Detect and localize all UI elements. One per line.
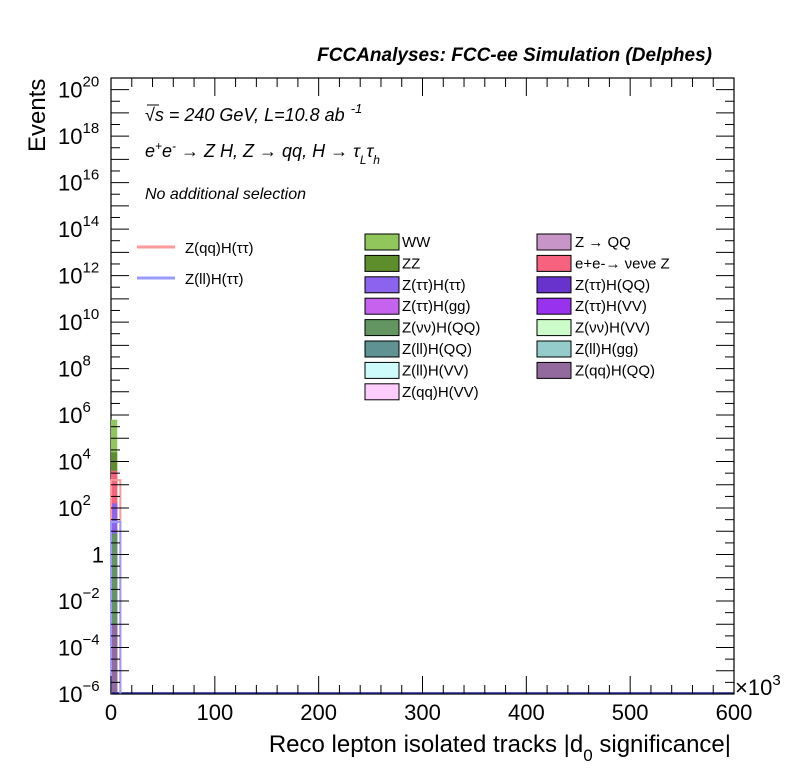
legend-label: Z(ll)H(VV) bbox=[402, 362, 469, 379]
y-tick-label: 10−4 bbox=[58, 632, 100, 661]
y-tick-label: 1016 bbox=[58, 167, 99, 196]
legend-line-label: Z(qq)H(ττ) bbox=[185, 240, 254, 257]
legend-swatch bbox=[536, 297, 572, 315]
legend-label: Z(ττ)H(ττ) bbox=[402, 277, 466, 294]
legend-label: Z(ll)H(gg) bbox=[575, 341, 638, 358]
y-tick-label: 104 bbox=[58, 446, 91, 475]
energy-annotation: √s = 240 GeV, L=10.8 ab -1 bbox=[145, 101, 362, 125]
legend-swatch bbox=[364, 276, 400, 294]
y-tick-label: 1012 bbox=[58, 260, 99, 289]
x-ticks: 0 100 200 300 400 500 600 bbox=[105, 78, 752, 725]
legend-swatch bbox=[364, 233, 400, 251]
legend-swatch bbox=[536, 233, 572, 251]
legend-label: Z(ττ)H(VV) bbox=[575, 298, 647, 315]
x-tick-label: 100 bbox=[196, 700, 233, 725]
x-tick-label: 300 bbox=[404, 700, 441, 725]
lines-layer bbox=[110, 479, 122, 694]
y-tick-label: 10−6 bbox=[58, 678, 100, 707]
legend-swatch bbox=[536, 340, 572, 358]
legend-swatch bbox=[364, 297, 400, 315]
legend-swatch bbox=[364, 340, 400, 358]
signal-line-1 bbox=[110, 520, 122, 694]
legend-label: Z(ττ)H(QQ) bbox=[575, 277, 650, 294]
y-tick-label: 1020 bbox=[58, 74, 99, 103]
selection-annotation: No additional selection bbox=[145, 186, 306, 203]
legend-swatch bbox=[364, 319, 400, 337]
x-tick-label: 400 bbox=[508, 700, 545, 725]
legend-label: Z → QQ bbox=[575, 234, 631, 251]
legend-line-label: Z(ll)H(ττ) bbox=[185, 271, 244, 288]
legend-swatch bbox=[364, 254, 400, 272]
y-tick-label: 106 bbox=[58, 399, 91, 428]
legend-label: WW bbox=[402, 234, 431, 251]
bar-4 bbox=[111, 533, 118, 694]
x-tick-label: 500 bbox=[612, 700, 649, 725]
legend-label: Z(ll)H(QQ) bbox=[402, 341, 472, 358]
x-axis-title: Reco lepton isolated tracks |d0 signific… bbox=[269, 731, 731, 765]
legend-label: ZZ bbox=[402, 255, 420, 272]
x-tick-label: 600 bbox=[716, 700, 753, 725]
y-tick-label: 1010 bbox=[58, 306, 99, 335]
legend-swatch bbox=[536, 276, 572, 294]
x-tick-label: 0 bbox=[105, 700, 117, 725]
legend-swatch bbox=[364, 361, 400, 379]
y-axis-title: Events bbox=[24, 79, 51, 152]
legend: Z(qq)H(ττ) Z(ll)H(ττ) WW ZZ Z(ττ)H(ττ) Z(ττ)H… bbox=[137, 233, 670, 401]
y-tick-label: 10−2 bbox=[58, 585, 100, 614]
legend-swatch bbox=[364, 383, 400, 401]
y-tick-label: 1018 bbox=[58, 120, 99, 149]
x-multiplier: ×103 bbox=[735, 672, 781, 700]
y-tick-label: 1 bbox=[92, 543, 104, 568]
y-tick-label: 108 bbox=[58, 353, 91, 382]
legend-label: Z(νν)H(VV) bbox=[575, 320, 650, 337]
legend-swatch bbox=[536, 361, 572, 379]
y-tick-label: 102 bbox=[58, 492, 91, 521]
x-tick-label: 200 bbox=[300, 700, 337, 725]
chart-title: FCCAnalyses: FCC-ee Simulation (Delphes) bbox=[317, 45, 712, 66]
legend-swatch bbox=[536, 254, 572, 272]
legend-label: e+e-→ νeνe Z bbox=[575, 255, 670, 272]
legend-label: Z(qq)H(VV) bbox=[402, 384, 479, 401]
process-annotation: e+e- → Z H, Z → qq, H → τLτh bbox=[145, 139, 380, 167]
legend-label: Z(ττ)H(gg) bbox=[402, 298, 471, 315]
y-tick-label: 1014 bbox=[58, 213, 99, 242]
bars-layer bbox=[111, 419, 734, 694]
legend-swatch bbox=[536, 319, 572, 337]
legend-label: Z(νν)H(QQ) bbox=[402, 320, 480, 337]
legend-label: Z(qq)H(QQ) bbox=[575, 362, 655, 379]
